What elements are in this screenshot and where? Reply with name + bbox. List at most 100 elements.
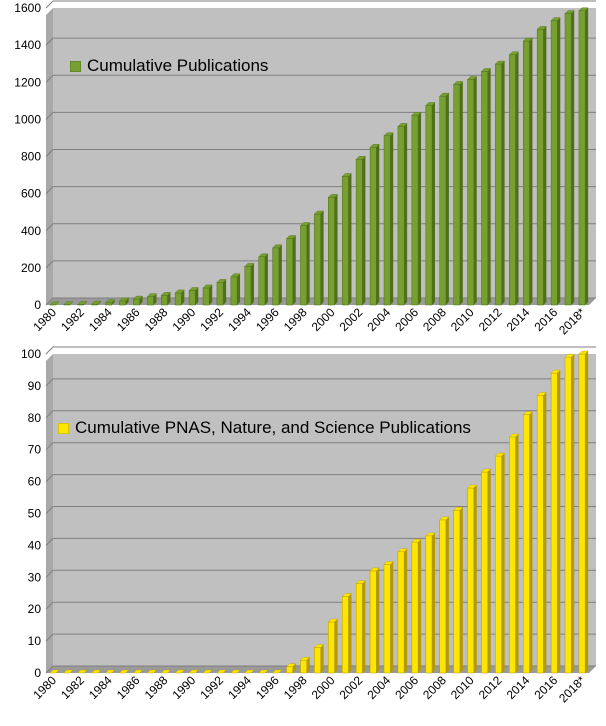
x-tick-label: 2018*	[556, 305, 588, 337]
bar-front	[161, 295, 167, 305]
bar-side	[321, 211, 324, 305]
bar-1995	[259, 254, 268, 305]
bar-2017	[565, 11, 574, 305]
bar-side	[557, 370, 560, 673]
bar-2001	[342, 174, 351, 305]
bar-front	[356, 159, 362, 305]
bar-side	[543, 26, 546, 305]
legend-cumulative-pnas-nature-science: Cumulative PNAS, Nature, and Science Pub…	[58, 418, 471, 438]
bar-side	[488, 68, 491, 305]
bar-side	[321, 644, 324, 673]
bar-1988	[161, 292, 170, 305]
bar-front	[300, 226, 306, 305]
bar-side	[335, 194, 338, 305]
bar-side	[502, 453, 505, 673]
bar-2013	[509, 52, 518, 305]
bar-side	[376, 144, 379, 305]
bar-1999	[314, 644, 323, 673]
plot-side-wall	[46, 354, 53, 673]
bar-side	[474, 76, 477, 305]
bar-2006	[412, 112, 421, 305]
bar-front	[565, 14, 571, 305]
bar-front	[328, 622, 334, 673]
bar-side	[390, 562, 393, 673]
bar-2007	[426, 102, 435, 305]
y-tick-label: 60	[28, 475, 42, 489]
y-tick-label: 30	[28, 570, 42, 584]
bar-2014	[523, 38, 532, 305]
bar-front	[273, 248, 279, 305]
x-tick-label: 2008	[420, 305, 449, 334]
bar-front	[356, 584, 362, 673]
x-tick-label: 2018*	[556, 673, 588, 705]
x-tick-label: 1996	[253, 673, 282, 702]
bar-front	[412, 542, 418, 673]
y-tick-label: 50	[28, 507, 42, 521]
bar-front	[245, 266, 251, 305]
bar-side	[390, 133, 393, 305]
bar-front	[495, 64, 501, 305]
bar-front	[287, 667, 293, 673]
bar-1989	[175, 290, 184, 305]
bar-front	[523, 415, 529, 673]
bar-2014	[523, 412, 532, 673]
x-tick-label: 1988	[142, 305, 171, 334]
gridline	[46, 1, 596, 8]
x-tick-label: 1998	[281, 673, 310, 702]
bar-2015	[537, 392, 546, 673]
bar-2018*	[579, 8, 588, 305]
bar-2007	[426, 533, 435, 673]
bar-2003	[370, 568, 379, 673]
bar-front	[370, 571, 376, 673]
bar-front	[565, 357, 571, 673]
legend-swatch-yellow	[58, 423, 69, 434]
x-tick-label: 2012	[476, 305, 505, 334]
bar-front	[579, 11, 585, 305]
x-tick-label: 2014	[504, 673, 533, 702]
bar-front	[133, 299, 139, 305]
bar-side	[488, 469, 491, 673]
bar-front	[342, 177, 348, 305]
x-tick-label: 1990	[170, 673, 199, 702]
bar-front	[203, 288, 209, 305]
bar-front	[314, 647, 320, 673]
bar-side	[223, 279, 226, 305]
x-tick-label: 2004	[364, 305, 393, 334]
bar-2010	[468, 485, 477, 673]
bar-2001	[342, 593, 351, 673]
bar-front	[370, 147, 376, 305]
bar-2000	[328, 194, 337, 305]
bar-2012	[495, 453, 504, 673]
legend-swatch-green	[70, 61, 81, 72]
y-tick-label: 1000	[14, 112, 41, 126]
bar-1996	[273, 245, 282, 305]
bar-1998	[300, 223, 309, 305]
x-tick-label: 2014	[504, 305, 533, 334]
bar-side	[585, 8, 588, 305]
bar-side	[502, 61, 505, 305]
bar-side	[516, 434, 519, 673]
bar-front	[287, 239, 293, 305]
x-tick-label: 2008	[420, 673, 449, 702]
legend-cumulative-publications: Cumulative Publications	[70, 56, 268, 76]
y-tick-label: 1400	[14, 38, 41, 52]
x-tick-label: 1986	[114, 305, 143, 334]
bar-front	[314, 214, 320, 305]
bar-side	[529, 412, 532, 673]
x-tick-label: 1982	[58, 673, 87, 702]
bar-front	[440, 520, 446, 673]
x-tick-label: 2002	[337, 673, 366, 702]
bar-front	[454, 510, 460, 673]
bar-front	[147, 297, 153, 305]
y-tick-label: 1200	[14, 75, 41, 89]
x-tick-label: 1984	[86, 673, 115, 702]
y-tick-label: 100	[21, 347, 41, 361]
y-tick-label: 1600	[14, 1, 41, 15]
bar-side	[335, 619, 338, 673]
x-tick-label: 2002	[337, 305, 366, 334]
bar-side	[571, 354, 574, 673]
bar-side	[474, 485, 477, 673]
bar-front	[398, 126, 404, 305]
bar-1997	[287, 236, 296, 305]
